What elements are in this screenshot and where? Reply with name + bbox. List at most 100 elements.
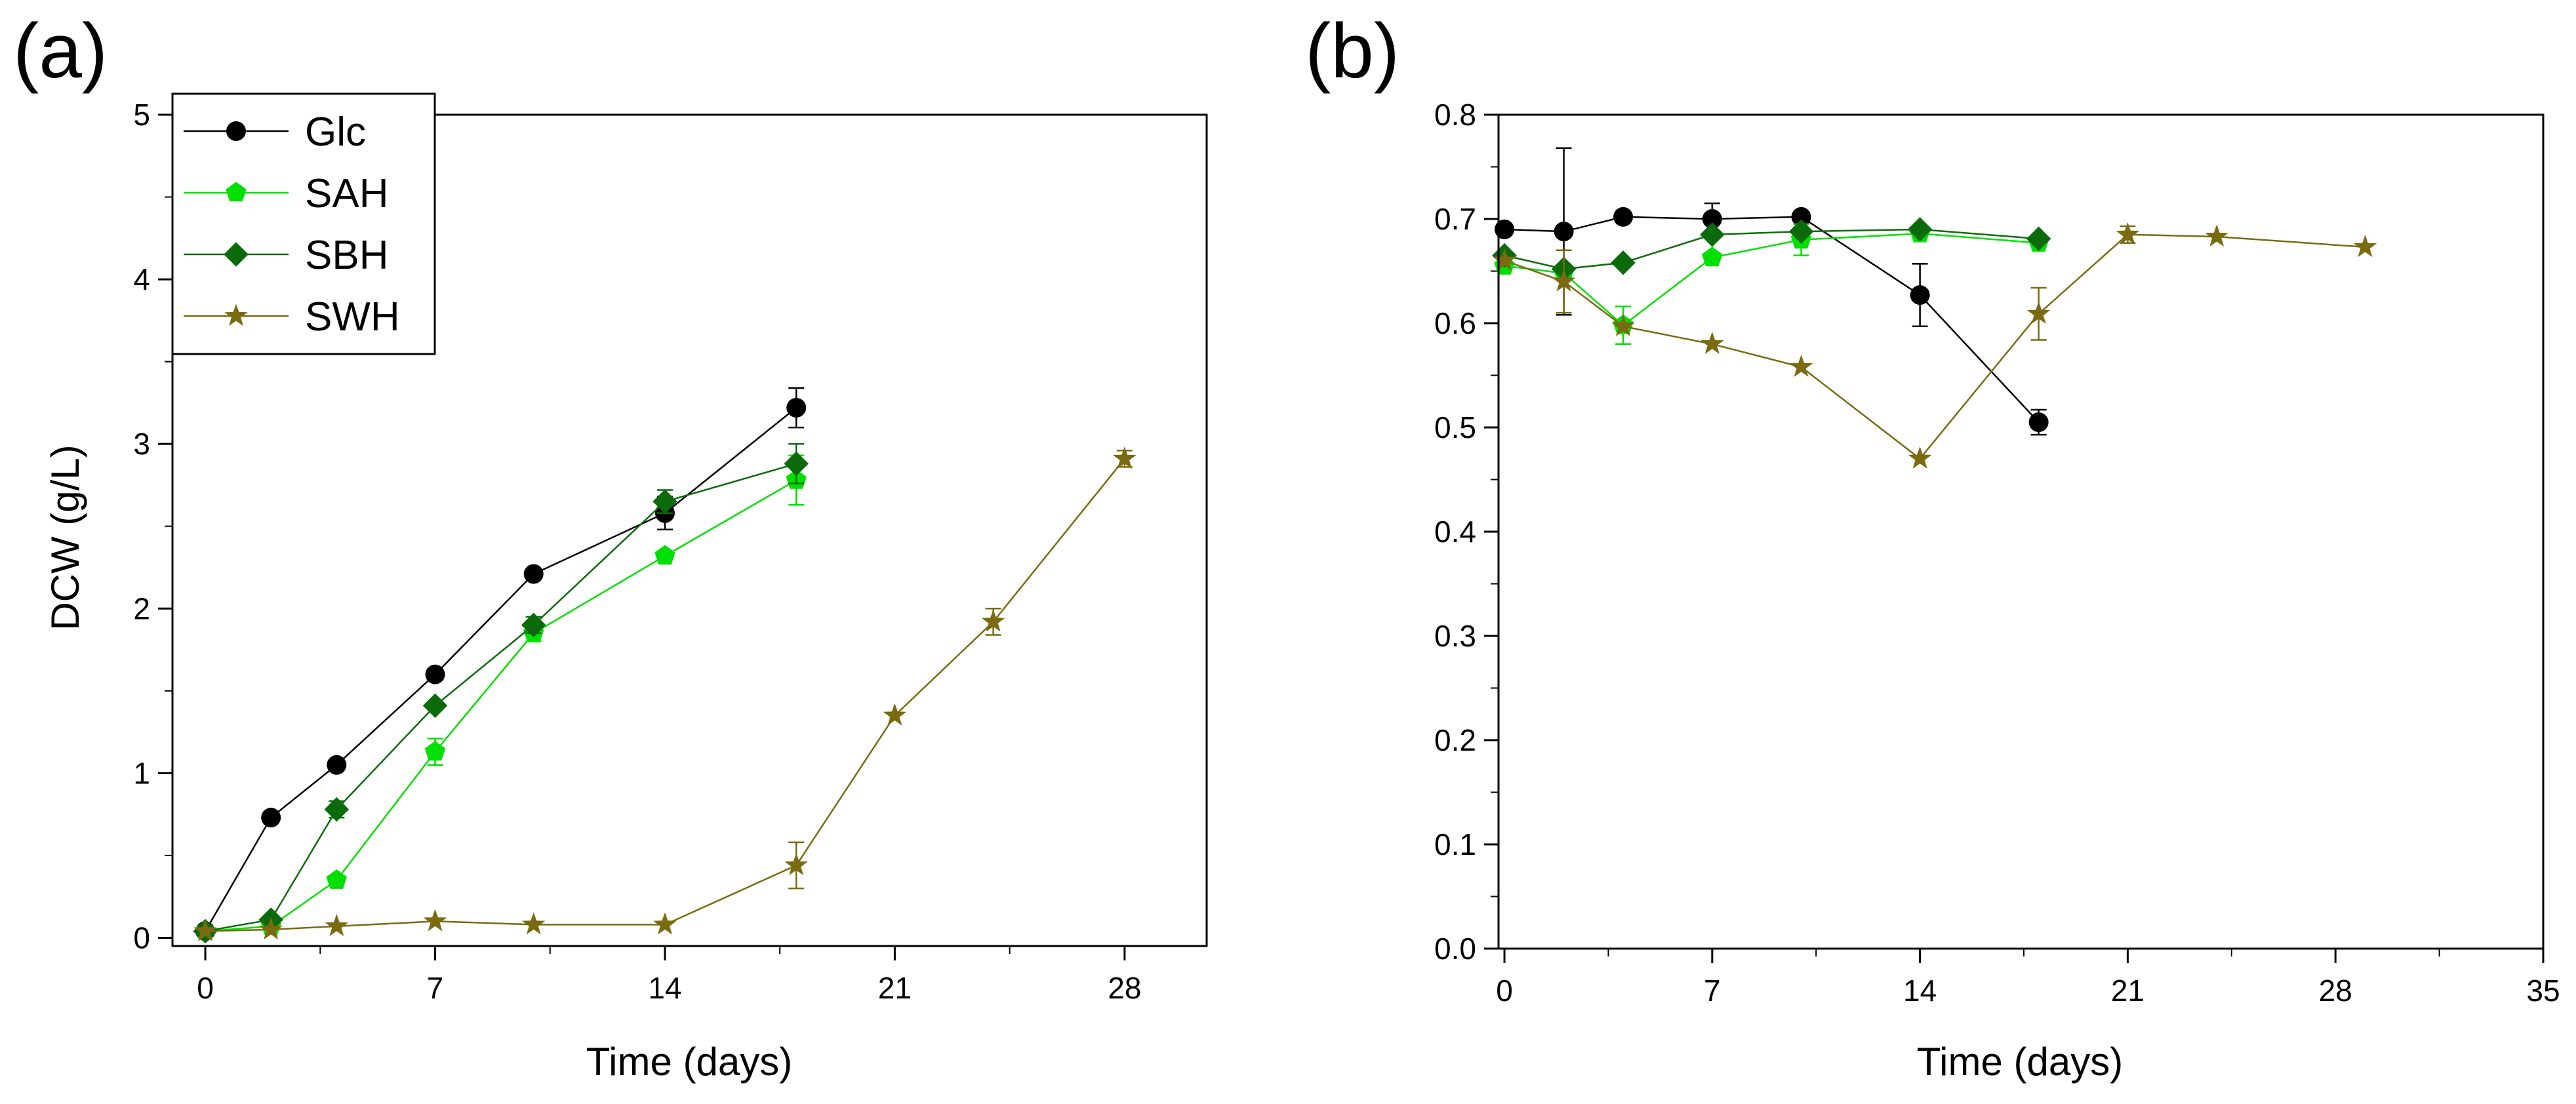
panel-b-sbh-point [2026,226,2051,251]
panel-b-ytick-label: 0.2 [1434,723,1476,757]
panel-a-swh-point [883,703,907,726]
panel-a-swh-point [193,918,217,941]
panel-b-swh-point [1701,332,1724,354]
panel-b-glc-point [1613,207,1634,227]
panel-b-swh-line [1504,233,2365,460]
panel-a: (a) 0 7 14 21 28 0 1 2 3 4 5 Time (days) DCW (g/L)… [13,8,1208,1084]
legend-sbh-marker [224,242,249,267]
panel-b: (b) 0 7 14 21 28 35 0.0 0.1 0.2 0.3 0.4 0.5 0.6 0.7 0.… [1305,8,2560,1084]
panel-b-series [1492,147,2377,469]
panel-b-sbh-point [1611,250,1636,275]
panel-b-ytick-label: 0.1 [1434,827,1476,861]
panel-a-ytick-label: 1 [133,756,150,790]
legend-box [171,92,436,355]
panel-b-sah-point [1702,246,1723,267]
legend-swh-marker [224,304,248,326]
panel-b-xtick-label: 28 [2319,974,2352,1008]
panel-b-axis-frame [1497,113,2545,950]
panel-b-swh-point [1493,248,1516,271]
panel-a-swh-point [325,914,349,936]
panel-a-axis-frame [171,113,1208,947]
panel-a-sbh-point [324,797,350,822]
panel-a-swh-point [259,917,283,940]
panel-b-sbh-point [1907,217,1933,242]
panel-b-glc-point [1554,222,1574,242]
legend-swh-label: SWH [305,294,400,340]
panel-b-swh-point [1908,446,1932,469]
panel-a-xtick-label: 0 [197,971,214,1005]
panel-a-glc-point [786,397,807,418]
panel-a-ticks: 0 7 14 21 28 0 1 2 3 4 5 [133,98,1141,1005]
panel-b-ytick-label: 0.8 [1434,98,1476,132]
panel-b-ytick-label: 0.7 [1434,202,1476,236]
panel-a-xlabel: Time (days) [586,1040,792,1084]
panel-a-ytick-label: 4 [133,262,150,296]
panel-a-xtick-label: 28 [1108,971,1141,1005]
panel-a-sah-point [654,545,675,565]
panel-a-ylabel: DCW (g/L) [43,444,87,630]
panel-a-sah-line [205,479,797,932]
panel-b-swh-point [2026,301,2051,324]
panel-b-ytick-label: 0.3 [1434,619,1476,653]
panel-a-sbh-point [784,451,809,477]
panel-a-sbh-point [521,612,546,638]
legend-sah-label: SAH [305,171,388,216]
panel-a-swh-point [653,912,677,935]
panel-b-ytick-label: 0.6 [1434,306,1476,340]
panel-a-legend: Glc SAH SBH SWH [171,92,436,355]
panel-b-xtick-label: 7 [1704,974,1721,1008]
panel-a-xtick-label: 7 [427,971,444,1005]
panel-a-swh-line [205,458,1125,932]
panel-b-swh-point [1789,355,1813,377]
panel-b-glc-point [1791,207,1811,227]
panel-a-xtick-label: 21 [878,971,912,1005]
panel-b-sbh-line [1504,228,2039,270]
panel-b-swh-point [2205,224,2228,247]
panel-b-glc-point [1495,219,1515,239]
panel-b-xtick-label: 35 [2526,974,2560,1008]
panel-a-ytick-label: 3 [133,427,150,461]
panel-a-glc-point [261,808,281,828]
panel-b-xtick-label: 14 [1903,974,1937,1008]
panel-b-label: (b) [1305,8,1399,94]
legend-sah-marker [226,182,247,202]
panel-b-sbh-point [1700,222,1725,247]
panel-b-ytick-label: 0.0 [1434,932,1476,966]
panel-a-ytick-label: 5 [133,98,150,132]
panel-a-ytick-label: 2 [133,591,150,625]
panel-b-ticks: 0 7 14 21 28 35 0.0 0.1 0.2 0.3 0.4 0.5 0.6 0.7 0.8 [1434,98,2560,1008]
legend-glc-marker [226,121,246,141]
panel-b-glc-point [1910,285,1930,306]
panel-b-glc-point [2028,412,2049,433]
panel-a-glc-point [327,755,347,775]
panel-a-sbh-point [422,693,448,719]
panel-a-sah-point [326,869,347,889]
panel-b-sah-line [1504,233,2039,326]
panel-a-sbh-line [205,463,797,932]
panel-b-ytick-label: 0.5 [1434,410,1476,444]
panel-a-series [193,387,1137,944]
panel-b-xlabel: Time (days) [1917,1040,2123,1084]
legend-glc-label: Glc [305,109,366,155]
panel-b-glc-point [1702,209,1722,229]
panel-a-swh-point [784,853,808,876]
panel-a-xtick-label: 14 [648,971,681,1005]
panel-b-sbh-point [1788,219,1814,244]
panel-a-sbh-point [653,489,677,514]
panel-b-swh-point [1611,314,1635,336]
panel-a-swh-point [981,609,1005,632]
panel-a-label: (a) [13,8,108,94]
panel-b-xtick-label: 21 [2111,974,2144,1008]
panel-a-glc-point [425,664,445,684]
panel-b-xtick-label: 0 [1496,974,1513,1008]
panel-a-glc-point [523,564,544,584]
panel-a-ytick-label: 0 [133,920,150,955]
panel-b-swh-point [2116,222,2140,245]
legend-sbh-label: SBH [305,233,388,278]
panel-a-swh-point [1113,446,1137,469]
panel-a-swh-point [423,909,447,932]
panel-b-swh-point [2353,235,2377,258]
panel-a-glc-line [205,406,797,932]
panel-b-glc-line [1504,216,2040,423]
